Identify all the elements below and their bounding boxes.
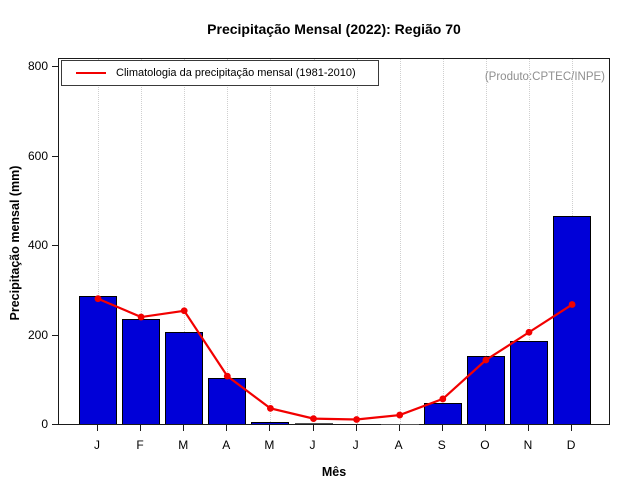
x-tick-label: D [566, 438, 576, 452]
climatology-line [97, 297, 573, 421]
x-tick-label: M [264, 438, 275, 452]
x-tick-label: A [222, 438, 231, 452]
x-tick-label: F [136, 438, 144, 452]
month-gridline [141, 59, 143, 424]
x-tick [355, 425, 357, 431]
chart-title: Precipitação Mensal (2022): Região 70 [207, 21, 461, 37]
precip-bar-J0 [79, 296, 117, 424]
x-tick [97, 425, 98, 431]
month-gridline [270, 59, 272, 424]
x-tick-label: O [480, 438, 490, 452]
x-tick [183, 425, 185, 431]
climatology-point [94, 295, 102, 303]
x-tick-label: J [352, 438, 359, 452]
climatology-point [525, 328, 533, 336]
y-tick-label: 0 [41, 417, 48, 431]
month-gridline [227, 59, 229, 424]
climatology-point [180, 307, 188, 315]
x-tick [441, 425, 443, 431]
x-tick [398, 425, 400, 431]
y-tick-label: 600 [27, 148, 48, 163]
month-gridline [98, 59, 99, 424]
y-tick [52, 155, 58, 157]
legend-label: Climatologia da precipitação mensal (198… [116, 67, 356, 79]
month-gridline [442, 59, 444, 424]
climatology-point [353, 416, 360, 423]
climatology-point [439, 395, 447, 403]
plot-area: Climatologia da precipitação mensal (198… [58, 58, 610, 425]
x-tick-label: A [394, 438, 403, 452]
climatology-point [223, 372, 231, 380]
x-tick [528, 425, 529, 431]
x-tick [269, 425, 271, 431]
x-tick [226, 425, 228, 431]
precip-bar-D11 [553, 215, 592, 424]
x-tick [312, 425, 314, 431]
y-tick [52, 66, 58, 67]
precip-bar-M4 [251, 421, 290, 424]
product-annotation: (Produto:CPTEC/INPE) [484, 71, 605, 83]
x-tick [571, 425, 573, 431]
month-gridline [485, 59, 487, 424]
climatology-point [267, 404, 274, 412]
climatology-point [137, 313, 145, 321]
month-gridline [313, 59, 315, 424]
precip-bar-A7 [380, 423, 419, 424]
month-gridline [184, 59, 186, 424]
x-tick-label: J [309, 438, 316, 452]
y-tick-label: 200 [27, 327, 48, 342]
y-tick-label: 800 [27, 59, 48, 73]
legend-line-swatch [76, 72, 106, 74]
legend: Climatologia da precipitação mensal (198… [61, 60, 379, 86]
month-gridline [356, 59, 358, 424]
month-gridline [529, 59, 530, 424]
y-tick [52, 334, 58, 336]
x-tick-label: S [437, 438, 446, 452]
x-tick-label: M [178, 438, 189, 452]
climatology-point [568, 301, 576, 308]
month-gridline [399, 59, 401, 424]
y-tick [52, 424, 58, 425]
y-axis-title: Precipitação mensal (mm) [8, 165, 22, 321]
y-tick [52, 245, 58, 246]
x-tick [140, 425, 142, 431]
precip-bar-J5 [294, 423, 333, 424]
precip-bar-N10 [510, 341, 548, 424]
x-tick-label: J [94, 438, 100, 452]
x-tick-label: N [523, 438, 533, 452]
y-tick-label: 400 [27, 238, 48, 252]
x-tick [484, 425, 486, 431]
climatology-point [396, 411, 404, 419]
x-axis-title: Mês [321, 465, 347, 479]
climatology-point [310, 415, 317, 423]
precip-bar-M2 [165, 332, 204, 424]
climatology-point [482, 356, 490, 364]
precip-bar-O9 [466, 355, 505, 424]
climatology-line-layer [94, 295, 576, 423]
precip-bar-S8 [423, 402, 462, 424]
